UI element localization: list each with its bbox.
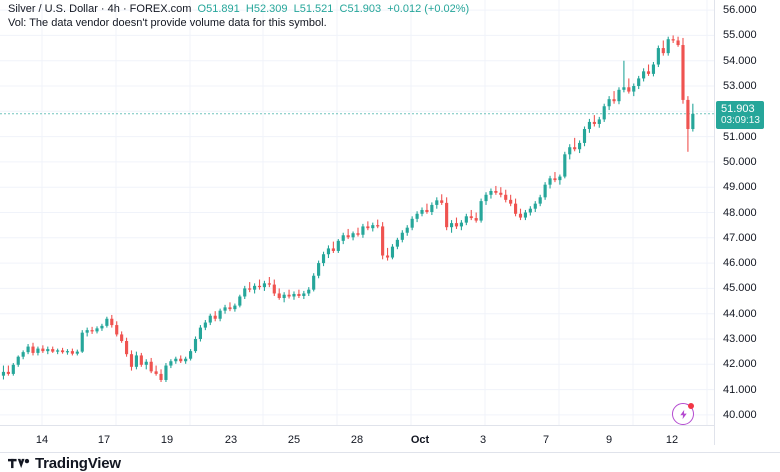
price-tick-label: 50.000	[723, 155, 757, 168]
price-tick-label: 53.000	[723, 80, 757, 92]
time-tick-label: 17	[97, 434, 111, 446]
price-tick-label: 56.000	[723, 4, 757, 17]
price-tick-label: 47.000	[723, 231, 757, 244]
price-tick-label: 48.000	[723, 206, 757, 219]
price-tick-label: 44.000	[723, 307, 757, 320]
tradingview-logo[interactable]: TradingView	[8, 455, 121, 472]
price-tick-label: 45.000	[723, 282, 757, 295]
notification-badge-dot	[688, 403, 694, 409]
bar-countdown: 03:09:13	[721, 114, 760, 126]
time-tick-label: 25	[287, 434, 301, 446]
time-axis[interactable]: 14 17 19 23 25 28 Oct 3 7 9 12	[0, 425, 714, 454]
time-tick-label: 19	[160, 434, 174, 446]
time-tick-label: 23	[224, 434, 238, 446]
price-tick-label: 51.000	[723, 130, 757, 143]
price-tick-label: 55.000	[723, 29, 757, 42]
price-tick-label: 41.000	[723, 383, 757, 396]
price-tick-label: 42.000	[723, 358, 757, 371]
lightning-bolt-icon-button[interactable]	[672, 403, 694, 425]
chart-pane[interactable]	[0, 0, 714, 425]
price-tick-label: 46.000	[723, 257, 757, 270]
time-tick-label: 3	[479, 434, 487, 446]
time-tick-label: 7	[542, 434, 550, 446]
tradingview-brand-text: TradingView	[35, 455, 121, 472]
time-tick-label: 28	[350, 434, 364, 446]
time-tick-label: 9	[605, 434, 613, 446]
axis-bottom-divider	[0, 452, 780, 453]
current-price-tag: 51.903 03:09:13	[716, 100, 764, 129]
lightning-bolt-icon	[679, 409, 687, 419]
chart-grid	[0, 0, 714, 425]
time-tick-label: 12	[665, 434, 679, 446]
price-tick-label: 40.000	[723, 408, 757, 421]
time-tick-label: 14	[35, 434, 49, 446]
price-tick-label: 43.000	[723, 332, 757, 345]
price-tick-label: 54.000	[723, 54, 757, 67]
price-axis[interactable]: 56.00055.00054.00053.00052.00051.00050.0…	[714, 0, 780, 445]
current-price-value: 51.903	[721, 102, 755, 115]
candlestick-series[interactable]	[0, 0, 714, 425]
price-tick-label: 49.000	[723, 181, 757, 194]
time-tick-label: Oct	[410, 434, 430, 446]
tradingview-logo-icon	[8, 458, 30, 469]
